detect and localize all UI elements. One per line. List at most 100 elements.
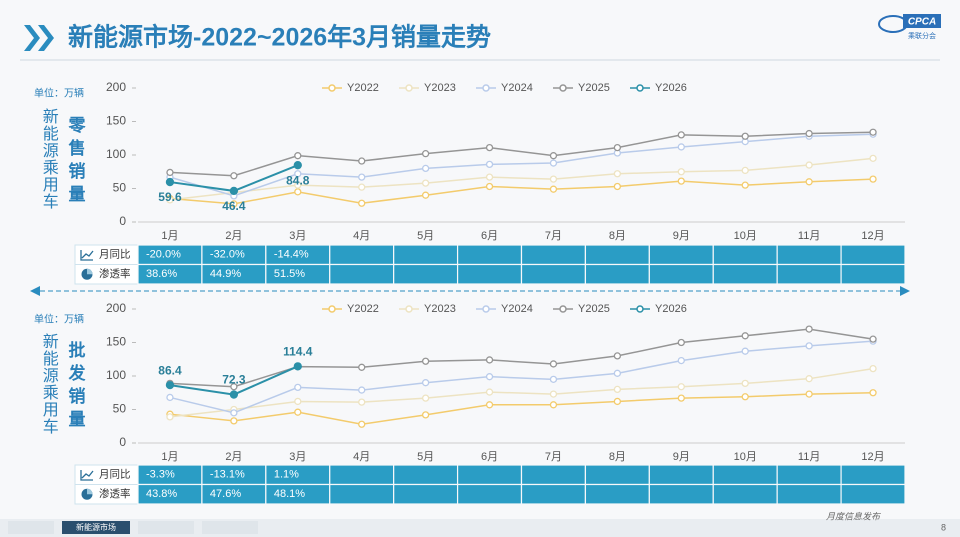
pie-slice bbox=[87, 488, 93, 495]
point bbox=[485, 388, 494, 396]
point bbox=[869, 389, 877, 397]
point bbox=[741, 132, 749, 140]
legend-marker bbox=[636, 305, 644, 313]
table-cell bbox=[648, 263, 714, 285]
point bbox=[230, 417, 238, 425]
legend-marker bbox=[482, 305, 490, 313]
point bbox=[165, 380, 175, 390]
table-cell bbox=[776, 263, 842, 285]
point bbox=[166, 168, 174, 177]
logo-text: CPCA bbox=[908, 17, 936, 28]
legend-marker bbox=[328, 84, 336, 92]
table-row-label: 月同比 bbox=[99, 248, 131, 261]
point bbox=[358, 363, 366, 371]
point bbox=[805, 178, 813, 186]
point bbox=[229, 186, 239, 196]
point bbox=[805, 325, 813, 333]
y-tick-label: 200 bbox=[106, 80, 126, 94]
point bbox=[165, 177, 175, 187]
point bbox=[229, 390, 239, 399]
point bbox=[485, 182, 494, 191]
unit-label: 单位：万辆 bbox=[34, 313, 84, 326]
y-tick-label: 100 bbox=[106, 368, 126, 382]
y-tick-label: 150 bbox=[106, 335, 126, 349]
unit-label: 单位：万辆 bbox=[34, 87, 84, 100]
table-cell bbox=[840, 263, 906, 285]
point bbox=[549, 390, 558, 398]
point bbox=[613, 352, 622, 360]
point bbox=[421, 150, 430, 158]
series-line bbox=[169, 367, 874, 418]
y-tick-label: 150 bbox=[106, 114, 126, 128]
table-cell bbox=[456, 244, 523, 266]
legend-label: Y2025 bbox=[578, 82, 610, 94]
table-cell bbox=[329, 263, 395, 285]
subject-label: 新能源乘用车 bbox=[40, 108, 59, 210]
y-tick-label: 200 bbox=[106, 301, 126, 315]
table-cell bbox=[584, 464, 650, 486]
point bbox=[230, 200, 238, 208]
y-tick-label: 0 bbox=[119, 435, 126, 449]
footer-tab bbox=[8, 521, 54, 534]
point bbox=[549, 375, 558, 384]
point bbox=[677, 338, 685, 347]
legend-marker bbox=[405, 84, 413, 92]
point bbox=[677, 168, 685, 176]
legend-marker bbox=[405, 305, 413, 313]
point bbox=[741, 181, 749, 189]
table-value: 44.9% bbox=[210, 268, 241, 280]
footer-tab bbox=[138, 521, 194, 534]
y-tick-label: 0 bbox=[119, 214, 126, 228]
point bbox=[613, 369, 622, 377]
point bbox=[741, 393, 749, 401]
point bbox=[805, 129, 813, 138]
point bbox=[230, 172, 238, 180]
point bbox=[421, 357, 430, 365]
point bbox=[485, 143, 494, 152]
point bbox=[166, 393, 174, 402]
point bbox=[549, 152, 558, 160]
legend-marker bbox=[328, 305, 336, 313]
x-tick-label: 10月 bbox=[734, 451, 757, 463]
table-cell bbox=[520, 244, 587, 266]
data-label: 114.4 bbox=[283, 345, 313, 359]
table-cell bbox=[456, 464, 523, 486]
point bbox=[869, 128, 877, 136]
legend-marker bbox=[559, 84, 567, 92]
x-tick-label: 12月 bbox=[861, 230, 884, 242]
table-value: -14.4% bbox=[274, 249, 309, 261]
point bbox=[741, 347, 749, 355]
table-cell bbox=[648, 244, 714, 266]
subject-label: 新能源乘用车 bbox=[40, 333, 59, 435]
x-tick-label: 2月 bbox=[225, 451, 242, 463]
point bbox=[677, 177, 685, 185]
legend-label: Y2022 bbox=[347, 303, 379, 315]
legend-marker bbox=[559, 305, 567, 313]
footer-note: 月度信息发布 bbox=[826, 511, 882, 521]
legend-marker bbox=[636, 84, 644, 92]
point bbox=[485, 401, 494, 409]
table-cell bbox=[393, 464, 459, 486]
table-cell bbox=[393, 244, 459, 266]
point bbox=[230, 383, 238, 391]
point bbox=[549, 159, 558, 167]
point bbox=[805, 161, 813, 169]
x-tick-label: 7月 bbox=[545, 451, 562, 463]
point bbox=[869, 364, 877, 373]
table-cell bbox=[456, 483, 523, 505]
point bbox=[613, 143, 622, 152]
table-cell bbox=[712, 263, 778, 285]
table-cell bbox=[712, 483, 778, 505]
table-cell bbox=[329, 483, 395, 505]
table-row-label: 月同比 bbox=[99, 468, 131, 481]
logo-subtext: 乘联分会 bbox=[908, 31, 936, 40]
point bbox=[741, 166, 749, 175]
table-value: 48.1% bbox=[274, 488, 305, 500]
x-tick-label: 9月 bbox=[673, 230, 690, 242]
legend-label: Y2023 bbox=[424, 303, 456, 315]
point bbox=[421, 179, 430, 187]
point bbox=[677, 356, 685, 365]
point bbox=[677, 131, 685, 139]
x-tick-label: 3月 bbox=[289, 451, 306, 463]
table-row-label: 渗透率 bbox=[99, 267, 131, 280]
